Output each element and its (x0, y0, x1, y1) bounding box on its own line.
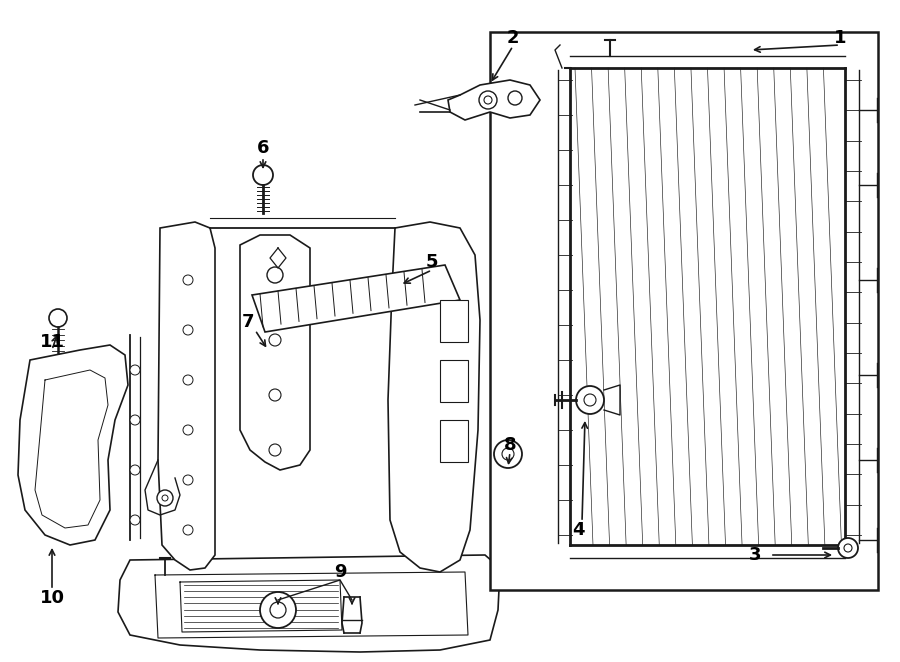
Polygon shape (440, 300, 468, 342)
Polygon shape (18, 345, 128, 545)
Polygon shape (440, 420, 468, 462)
Circle shape (502, 448, 514, 460)
Circle shape (269, 334, 281, 346)
Circle shape (253, 165, 273, 185)
Circle shape (479, 91, 497, 109)
Circle shape (269, 444, 281, 456)
Circle shape (183, 275, 193, 285)
Circle shape (157, 490, 173, 506)
Circle shape (584, 394, 596, 406)
Circle shape (508, 91, 522, 105)
Circle shape (183, 375, 193, 385)
Circle shape (838, 538, 858, 558)
Circle shape (269, 389, 281, 401)
Circle shape (270, 602, 286, 618)
Circle shape (130, 415, 140, 425)
Text: 4: 4 (572, 521, 584, 539)
Circle shape (844, 544, 852, 552)
Circle shape (130, 465, 140, 475)
Polygon shape (158, 222, 215, 570)
Circle shape (576, 386, 604, 414)
Circle shape (183, 325, 193, 335)
Circle shape (130, 365, 140, 375)
Text: 9: 9 (334, 563, 346, 581)
Polygon shape (388, 222, 480, 572)
Polygon shape (252, 265, 460, 332)
Circle shape (183, 425, 193, 435)
Circle shape (260, 592, 296, 628)
Text: 7: 7 (242, 313, 255, 331)
Text: 1: 1 (833, 29, 846, 47)
Text: 8: 8 (504, 436, 517, 454)
Circle shape (267, 267, 283, 283)
Text: 3: 3 (749, 546, 761, 564)
Text: 5: 5 (426, 253, 438, 271)
Circle shape (484, 96, 492, 104)
Circle shape (49, 309, 67, 327)
Polygon shape (118, 555, 500, 652)
Circle shape (183, 475, 193, 485)
Text: 11: 11 (40, 333, 65, 351)
Circle shape (162, 495, 168, 501)
Circle shape (494, 440, 522, 468)
Text: 10: 10 (40, 589, 65, 607)
Circle shape (130, 515, 140, 525)
Circle shape (183, 525, 193, 535)
Text: 2: 2 (507, 29, 519, 47)
Polygon shape (240, 235, 310, 470)
Polygon shape (440, 360, 468, 402)
Polygon shape (448, 80, 540, 120)
Bar (490, 32, 878, 590)
Text: 6: 6 (256, 139, 269, 157)
